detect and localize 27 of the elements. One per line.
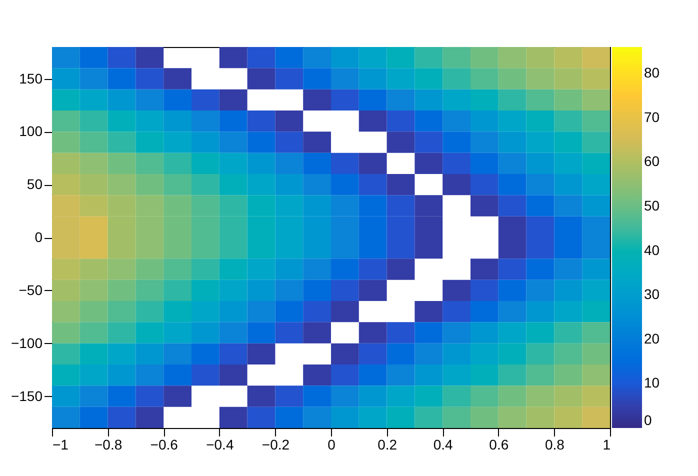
color-bar-label: 50	[644, 197, 660, 214]
x-tick-label: −1	[52, 436, 69, 452]
x-tick-label: −0.4	[206, 436, 234, 452]
y-tick-label: −50	[18, 282, 43, 298]
color-bar-label: 30	[644, 286, 660, 302]
y-tick-label: 100	[19, 123, 43, 140]
color-bar-label: 80	[644, 64, 660, 81]
y-tick-label: −150	[10, 388, 43, 404]
y-tick-label: 0	[34, 229, 43, 245]
x-tick-label: 0	[328, 436, 336, 452]
color-bar-label: 60	[644, 153, 660, 170]
y-tick-label: 150	[19, 70, 43, 86]
color-bar-label: 0	[644, 412, 652, 428]
color-bar-label: 20	[644, 330, 660, 346]
color-bar-label: 40	[644, 242, 660, 258]
color-bar-label: 10	[644, 374, 660, 391]
y-tick-label: 50	[26, 176, 43, 192]
x-tick-label: 0.4	[433, 436, 454, 452]
x-tick-label: 0.2	[378, 436, 398, 452]
x-tick-label: −0.2	[262, 436, 290, 452]
color-bar-label: 70	[644, 108, 660, 125]
x-tick-label: 0.6	[489, 436, 509, 452]
x-tick-label: −0.8	[94, 436, 122, 452]
x-tick-label: 0.8	[544, 436, 565, 452]
y-tick-label: −100	[10, 334, 43, 351]
x-tick-label: −0.6	[150, 436, 178, 452]
x-tick-label: 1	[602, 436, 611, 452]
